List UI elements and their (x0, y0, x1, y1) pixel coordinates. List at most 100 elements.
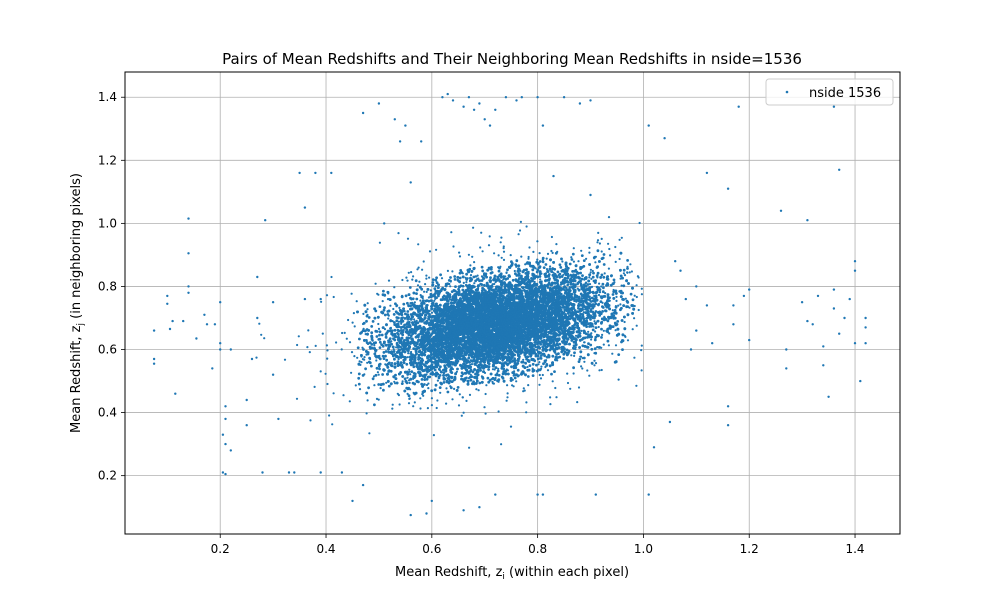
data-point (568, 262, 572, 266)
data-point (600, 296, 604, 300)
data-point (454, 285, 457, 288)
data-point (450, 290, 454, 293)
data-point (486, 376, 490, 380)
data-point (563, 291, 567, 295)
data-point (417, 353, 421, 357)
data-point (585, 325, 588, 328)
data-point (594, 335, 598, 339)
data-point (550, 372, 553, 376)
data-point (378, 346, 382, 349)
data-point (420, 378, 424, 381)
data-point (513, 376, 517, 380)
data-point (479, 360, 482, 364)
data-point (364, 367, 367, 371)
data-point (578, 357, 582, 361)
data-point (511, 278, 515, 282)
data-point (392, 313, 396, 316)
data-point (517, 294, 521, 298)
data-point (384, 343, 388, 347)
data-point (410, 370, 414, 373)
data-point (403, 323, 406, 327)
data-point (393, 357, 396, 361)
data-point (403, 377, 407, 381)
chart-title: Pairs of Mean Redshifts and Their Neighb… (222, 50, 802, 68)
data-point (558, 355, 562, 359)
data-point (602, 286, 605, 290)
data-point (611, 293, 615, 296)
data-point (370, 364, 373, 368)
data-point (449, 276, 452, 279)
data-point (434, 383, 438, 387)
data-point (404, 294, 408, 298)
data-point (612, 278, 616, 282)
data-point (441, 295, 445, 299)
data-point (510, 262, 514, 265)
data-point (557, 352, 560, 355)
data-point (383, 313, 387, 317)
data-point (481, 269, 485, 273)
data-point (582, 329, 586, 333)
data-point (402, 361, 406, 365)
data-point (573, 351, 576, 355)
data-point (393, 328, 397, 332)
data-point (408, 286, 412, 289)
data-point (542, 362, 545, 366)
data-point (412, 347, 416, 350)
data-point (600, 336, 603, 339)
data-point (356, 346, 360, 350)
data-point (457, 287, 460, 291)
data-point (620, 306, 623, 310)
data-point (412, 372, 416, 375)
data-point (431, 278, 435, 281)
data-point (469, 378, 473, 382)
data-point (428, 375, 432, 379)
data-point (580, 254, 584, 257)
data-point (593, 347, 597, 351)
data-point (626, 259, 629, 262)
data-point (358, 337, 361, 341)
data-point (472, 358, 476, 361)
data-point (589, 300, 593, 303)
data-point (606, 339, 610, 343)
data-point (552, 349, 556, 353)
data-point (403, 317, 407, 320)
data-point (465, 272, 468, 276)
data-point (378, 340, 382, 344)
data-point (543, 354, 546, 358)
data-point (423, 378, 427, 381)
data-point (387, 384, 391, 388)
data-point (382, 351, 386, 354)
data-point (535, 270, 539, 274)
data-point (378, 333, 381, 337)
data-point (586, 283, 590, 286)
data-point (622, 268, 626, 272)
data-point (428, 312, 431, 316)
data-point (460, 377, 463, 381)
data-point (411, 297, 415, 301)
data-point (584, 332, 588, 336)
data-point (571, 282, 575, 286)
data-point (498, 361, 502, 364)
data-point (616, 320, 620, 323)
data-point (402, 302, 406, 306)
data-point (571, 324, 574, 328)
data-point (399, 345, 402, 349)
data-point (404, 312, 407, 316)
data-point (456, 367, 459, 371)
data-point (541, 260, 545, 264)
data-point (409, 304, 413, 308)
data-points (152, 92, 867, 517)
data-point (461, 288, 465, 292)
data-point (423, 383, 426, 386)
data-point (581, 344, 585, 348)
data-point (497, 269, 501, 273)
data-point (453, 275, 457, 278)
data-point (435, 281, 439, 285)
data-point (580, 266, 584, 269)
data-point (407, 394, 411, 398)
data-point (365, 339, 368, 342)
data-point (600, 327, 603, 331)
data-point (544, 263, 548, 266)
data-point (438, 386, 442, 389)
